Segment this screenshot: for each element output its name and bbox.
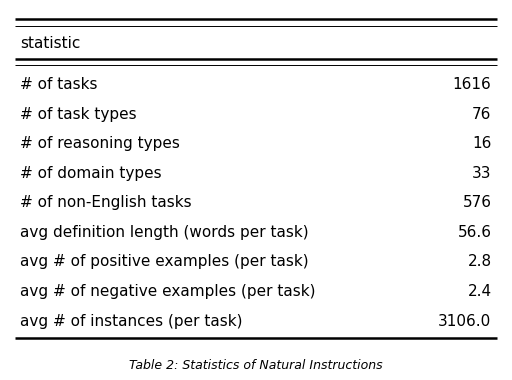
Text: avg definition length (words per task): avg definition length (words per task) bbox=[20, 225, 309, 240]
Text: # of tasks: # of tasks bbox=[20, 77, 98, 92]
Text: avg # of negative examples (per task): avg # of negative examples (per task) bbox=[20, 284, 316, 299]
Text: 16: 16 bbox=[472, 136, 492, 151]
Text: # of reasoning types: # of reasoning types bbox=[20, 136, 180, 151]
Text: statistic: statistic bbox=[20, 36, 81, 51]
Text: avg # of instances (per task): avg # of instances (per task) bbox=[20, 314, 243, 329]
Text: # of task types: # of task types bbox=[20, 107, 137, 122]
Text: Table 2: Statistics of Natural Instructions: Table 2: Statistics of Natural Instructi… bbox=[129, 359, 383, 372]
Text: avg # of positive examples (per task): avg # of positive examples (per task) bbox=[20, 255, 309, 269]
Text: # of domain types: # of domain types bbox=[20, 166, 162, 181]
Text: 1616: 1616 bbox=[453, 77, 492, 92]
Text: # of non-English tasks: # of non-English tasks bbox=[20, 195, 192, 211]
Text: 2.8: 2.8 bbox=[467, 255, 492, 269]
Text: 2.4: 2.4 bbox=[467, 284, 492, 299]
Text: 576: 576 bbox=[462, 195, 492, 211]
Text: 76: 76 bbox=[472, 107, 492, 122]
Text: 33: 33 bbox=[472, 166, 492, 181]
Text: 56.6: 56.6 bbox=[458, 225, 492, 240]
Text: 3106.0: 3106.0 bbox=[438, 314, 492, 329]
